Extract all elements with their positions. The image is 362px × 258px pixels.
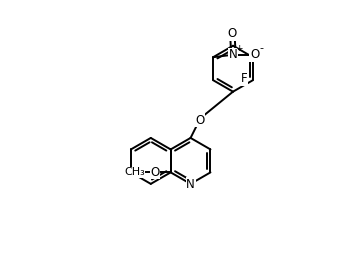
Text: O: O <box>150 166 159 179</box>
Text: +: + <box>236 44 243 53</box>
Text: O: O <box>227 27 236 41</box>
Text: N: N <box>228 48 237 61</box>
Text: O: O <box>250 48 259 61</box>
Text: N: N <box>186 178 195 191</box>
Text: CH₃: CH₃ <box>124 167 145 178</box>
Text: F: F <box>241 72 247 85</box>
Text: -: - <box>260 43 264 53</box>
Text: O: O <box>195 114 204 127</box>
